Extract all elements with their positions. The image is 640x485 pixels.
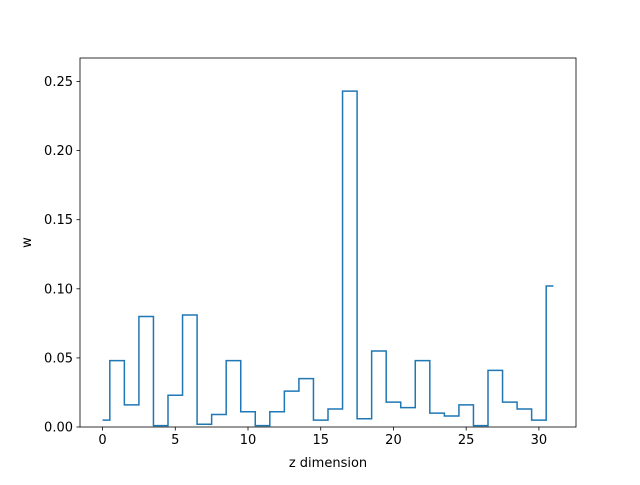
y-tick-label: 0.15 bbox=[44, 213, 73, 228]
y-tick-label: 0.20 bbox=[44, 144, 73, 159]
x-tick-label: 20 bbox=[385, 433, 402, 448]
x-tick-label: 25 bbox=[458, 433, 475, 448]
series-line bbox=[102, 90, 554, 427]
y-tick-label: 0.00 bbox=[44, 421, 73, 436]
y-axis: 0.00 0.05 0.10 0.15 0.20 0.25 bbox=[44, 75, 80, 436]
y-tick-label: 0.25 bbox=[44, 75, 73, 90]
axes-frame bbox=[79, 57, 577, 428]
x-tick-label: 10 bbox=[240, 433, 257, 448]
x-tick-label: 0 bbox=[98, 433, 106, 448]
x-axis: 0 5 10 15 20 25 30 bbox=[98, 427, 547, 448]
x-tick-label: 5 bbox=[171, 433, 179, 448]
y-tick-label: 0.05 bbox=[44, 351, 73, 366]
x-axis-label: z dimension bbox=[289, 456, 367, 471]
x-tick-label: 15 bbox=[312, 433, 329, 448]
y-tick-label: 0.10 bbox=[44, 282, 73, 297]
y-axis-label: w bbox=[20, 237, 35, 248]
x-tick-label: 30 bbox=[531, 433, 548, 448]
